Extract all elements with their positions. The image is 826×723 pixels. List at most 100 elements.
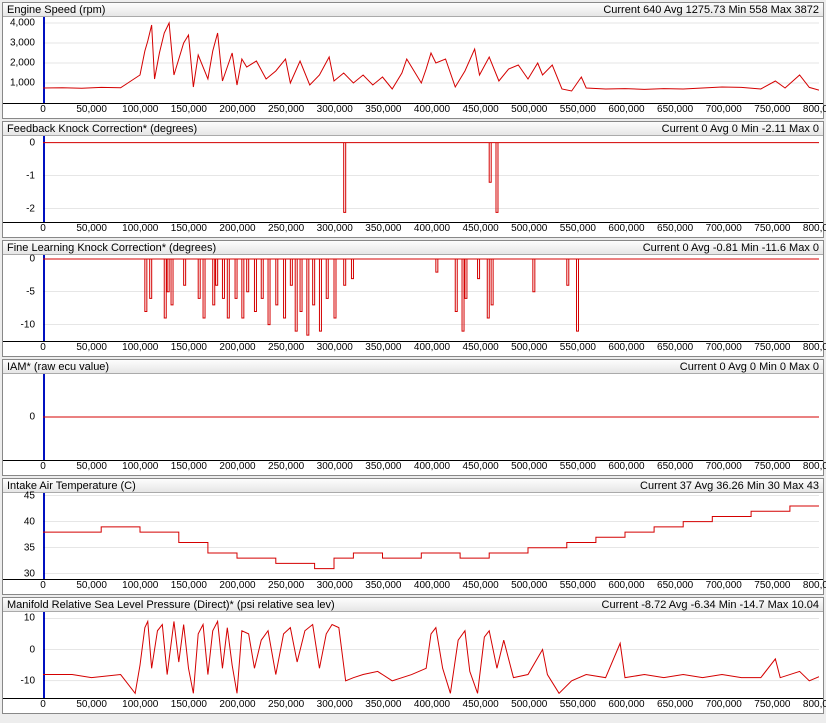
plot-area[interactable]: 0 [3,374,823,460]
x-tick-label: 250,000 [268,223,304,234]
x-tick-label: 0 [40,699,46,710]
x-tick-label: 250,000 [268,580,304,591]
chart-stats: Current 640 Avg 1275.73 Min 558 Max 3872 [603,4,819,16]
x-tick-label: 500,000 [511,461,547,472]
x-tick-label: 650,000 [657,461,693,472]
plot-area[interactable]: -10010 [3,612,823,698]
y-axis: 0-5-10 [3,255,39,341]
x-tick-label: 700,000 [706,699,742,710]
chart-stats: Current 0 Avg 0 Min -2.11 Max 0 [662,123,819,135]
x-tick-label: 500,000 [511,699,547,710]
chart-panel: Engine Speed (rpm)Current 640 Avg 1275.7… [2,2,824,119]
y-tick-label: -2 [26,203,35,214]
x-tick-label: 750,000 [754,461,790,472]
x-tick-label: 550,000 [560,223,596,234]
x-tick-label: 750,000 [754,580,790,591]
chart-stats: Current -8.72 Avg -6.34 Min -14.7 Max 10… [602,599,819,611]
x-tick-label: 0 [40,104,46,115]
x-tick-label: 650,000 [657,223,693,234]
x-tick-label: 250,000 [268,104,304,115]
x-tick-label: 750,000 [754,342,790,353]
x-tick-label: 300,000 [317,580,353,591]
plot-area[interactable]: 30354045 [3,493,823,579]
y-axis: -10010 [3,612,39,698]
x-axis: 050,000100,000150,000200,000250,000300,0… [3,579,823,594]
x-tick-label: 250,000 [268,699,304,710]
plot-area[interactable]: 0-5-10 [3,255,823,341]
x-tick-label: 350,000 [365,342,401,353]
x-tick-label: 0 [40,461,46,472]
x-tick-label: 300,000 [317,699,353,710]
x-tick-label: 300,000 [317,461,353,472]
x-tick-label: 100,000 [122,461,158,472]
y-tick-label: 0 [29,644,35,655]
x-tick-label: 550,000 [560,104,596,115]
y-tick-label: 30 [24,568,35,579]
x-tick-label: 350,000 [365,104,401,115]
chart-stats: Current 0 Avg 0 Min 0 Max 0 [680,361,819,373]
x-tick-label: 0 [40,223,46,234]
chart-title: IAM* (raw ecu value) [7,361,109,373]
panel-header: Manifold Relative Sea Level Pressure (Di… [3,598,823,612]
plot-area[interactable]: 1,0002,0003,0004,000 [3,17,823,103]
x-tick-label: 600,000 [608,104,644,115]
x-tick-label: 400,000 [414,699,450,710]
x-tick-label: 700,000 [706,104,742,115]
x-tick-label: 400,000 [414,461,450,472]
x-tick-label: 600,000 [608,699,644,710]
plot-area[interactable]: 0-1-2 [3,136,823,222]
x-tick-label: 50,000 [76,580,107,591]
x-tick-label: 700,000 [706,342,742,353]
x-axis: 050,000100,000150,000200,000250,000300,0… [3,460,823,475]
x-tick-label: 550,000 [560,699,596,710]
x-tick-label: 800,000 [803,104,826,115]
x-tick-label: 100,000 [122,342,158,353]
y-tick-label: 3,000 [10,38,35,49]
x-tick-label: 200,000 [219,461,255,472]
x-tick-label: 300,000 [317,223,353,234]
x-tick-label: 600,000 [608,223,644,234]
x-tick-label: 600,000 [608,461,644,472]
chart-panel: Manifold Relative Sea Level Pressure (Di… [2,597,824,714]
x-axis: 050,000100,000150,000200,000250,000300,0… [3,698,823,713]
x-tick-label: 200,000 [219,580,255,591]
x-tick-label: 0 [40,580,46,591]
data-line [43,23,819,91]
x-tick-label: 250,000 [268,461,304,472]
x-tick-label: 500,000 [511,223,547,234]
y-tick-label: 0 [29,137,35,148]
y-tick-label: 40 [24,516,35,527]
x-tick-label: 550,000 [560,342,596,353]
x-tick-label: 700,000 [706,223,742,234]
x-tick-label: 150,000 [171,342,207,353]
x-tick-label: 400,000 [414,104,450,115]
x-tick-label: 650,000 [657,699,693,710]
panel-header: Feedback Knock Correction* (degrees)Curr… [3,122,823,136]
x-tick-label: 800,000 [803,342,826,353]
x-tick-label: 400,000 [414,580,450,591]
x-tick-label: 150,000 [171,699,207,710]
x-tick-label: 450,000 [463,342,499,353]
x-tick-label: 350,000 [365,223,401,234]
data-line [43,143,819,213]
x-tick-label: 500,000 [511,580,547,591]
x-tick-label: 150,000 [171,223,207,234]
x-tick-label: 450,000 [463,461,499,472]
data-line [43,259,819,335]
x-tick-label: 800,000 [803,461,826,472]
chart-panel: Intake Air Temperature (C)Current 37 Avg… [2,478,824,595]
x-tick-label: 50,000 [76,223,107,234]
x-tick-label: 0 [40,342,46,353]
panel-header: IAM* (raw ecu value) Current 0 Avg 0 Min … [3,360,823,374]
x-tick-label: 800,000 [803,580,826,591]
x-tick-label: 500,000 [511,342,547,353]
y-tick-label: -10 [21,319,35,330]
chart-stats: Current 0 Avg -0.81 Min -11.6 Max 0 [643,242,819,254]
x-tick-label: 150,000 [171,580,207,591]
x-tick-label: 600,000 [608,342,644,353]
chart-panel: Feedback Knock Correction* (degrees)Curr… [2,121,824,238]
x-axis: 050,000100,000150,000200,000250,000300,0… [3,222,823,237]
chart-stats: Current 37 Avg 36.26 Min 30 Max 43 [640,480,819,492]
y-tick-label: -10 [21,675,35,686]
x-tick-label: 450,000 [463,104,499,115]
